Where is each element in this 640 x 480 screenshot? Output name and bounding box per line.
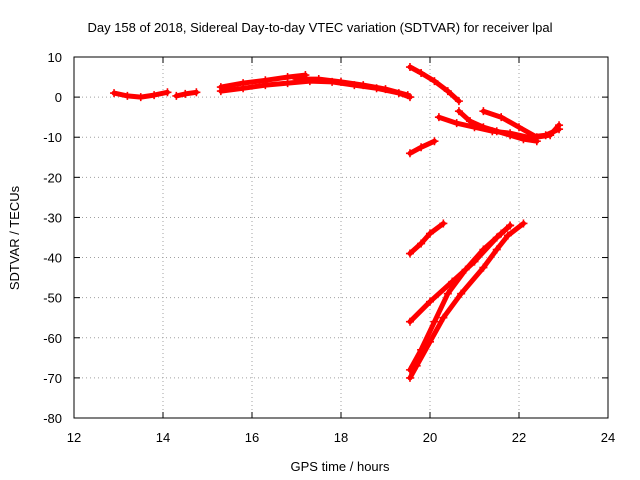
data-point [136,93,145,102]
data-series [479,107,564,142]
x-tick-label: 18 [334,430,348,445]
x-tick-label: 20 [423,430,437,445]
series-trace [480,108,562,140]
data-point [239,84,248,93]
data-point [417,143,426,152]
series-trace [407,223,513,373]
data-point [479,263,488,272]
data-point [405,365,414,374]
data-series [405,219,528,382]
data-point [283,79,292,88]
series-trace [407,221,446,256]
series-trace [407,221,526,381]
data-point [555,121,564,130]
data-series [110,88,172,102]
data-point [430,317,439,326]
data-point [532,133,541,142]
axis-ticks: 12 14 16 18 20 22 24 10 0 -10 -20 -30 -40 -50 -60 -70 -8… [43,50,615,445]
data-point [546,131,555,140]
y-tick-label: -60 [43,331,62,346]
data-point [434,113,443,122]
data-point [314,75,323,84]
y-tick-label: -30 [43,210,62,225]
data-point [426,229,434,238]
data-point [216,87,225,96]
data-point [430,77,439,86]
data-point [110,89,119,98]
data-point [192,88,201,97]
data-point [457,289,466,298]
data-point [417,239,426,248]
data-point [506,129,515,138]
data-point [503,231,512,240]
x-tick-label: 12 [67,430,81,445]
data-point [405,373,414,382]
data-point [470,123,479,132]
data-point [426,297,434,306]
y-tick-label: 0 [55,90,62,105]
grid-lines [74,57,608,418]
data-point [172,91,181,100]
data-point [405,317,414,326]
data-point [403,91,412,100]
data-point [454,107,463,116]
data-point [443,289,452,298]
data-point [181,89,190,98]
data-point [497,113,506,122]
data-point [461,265,470,274]
y-tick-label: -40 [43,251,62,266]
data-point [488,127,497,136]
x-tick-label: 14 [156,430,170,445]
data-series [172,88,201,100]
data-point [515,123,523,132]
data-point [163,88,172,97]
data-point [479,107,488,116]
data-point [443,87,452,96]
data-point [497,229,506,238]
data-series [292,75,412,100]
y-tick-label: -70 [43,371,62,386]
data-series-layer [110,63,564,382]
data-series [405,137,439,158]
data-point [261,81,270,90]
data-series [405,221,515,374]
data-point [150,91,159,100]
chart-title: Day 158 of 2018, Sidereal Day-to-day VTE… [87,20,552,35]
data-point [405,249,414,258]
data-point [479,245,488,254]
x-tick-label: 16 [245,430,259,445]
data-series [405,219,448,258]
data-point [381,85,390,94]
data-point [405,149,414,158]
x-axis-label: GPS time / hours [291,459,390,474]
data-point [506,221,515,230]
x-tick-label: 24 [601,430,615,445]
data-point [430,137,439,146]
data-point [359,81,368,90]
y-tick-label: -50 [43,291,62,306]
data-point [439,219,448,228]
y-axis-label: SDTVAR / TECUs [7,185,22,290]
y-tick-label: -20 [43,170,62,185]
data-point [123,91,132,100]
data-point [519,219,528,228]
data-point [292,75,301,84]
data-point [439,313,448,322]
y-tick-label: 10 [48,50,62,65]
data-point [492,245,501,254]
y-tick-label: -10 [43,130,62,145]
data-point [417,69,426,78]
data-point [452,119,461,128]
x-tick-label: 22 [512,430,526,445]
data-point [454,97,463,106]
data-point [405,63,414,72]
y-tick-label: -80 [43,411,62,426]
data-point [337,77,345,86]
data-series [216,71,310,92]
data-series [405,63,463,106]
data-point [417,345,426,354]
